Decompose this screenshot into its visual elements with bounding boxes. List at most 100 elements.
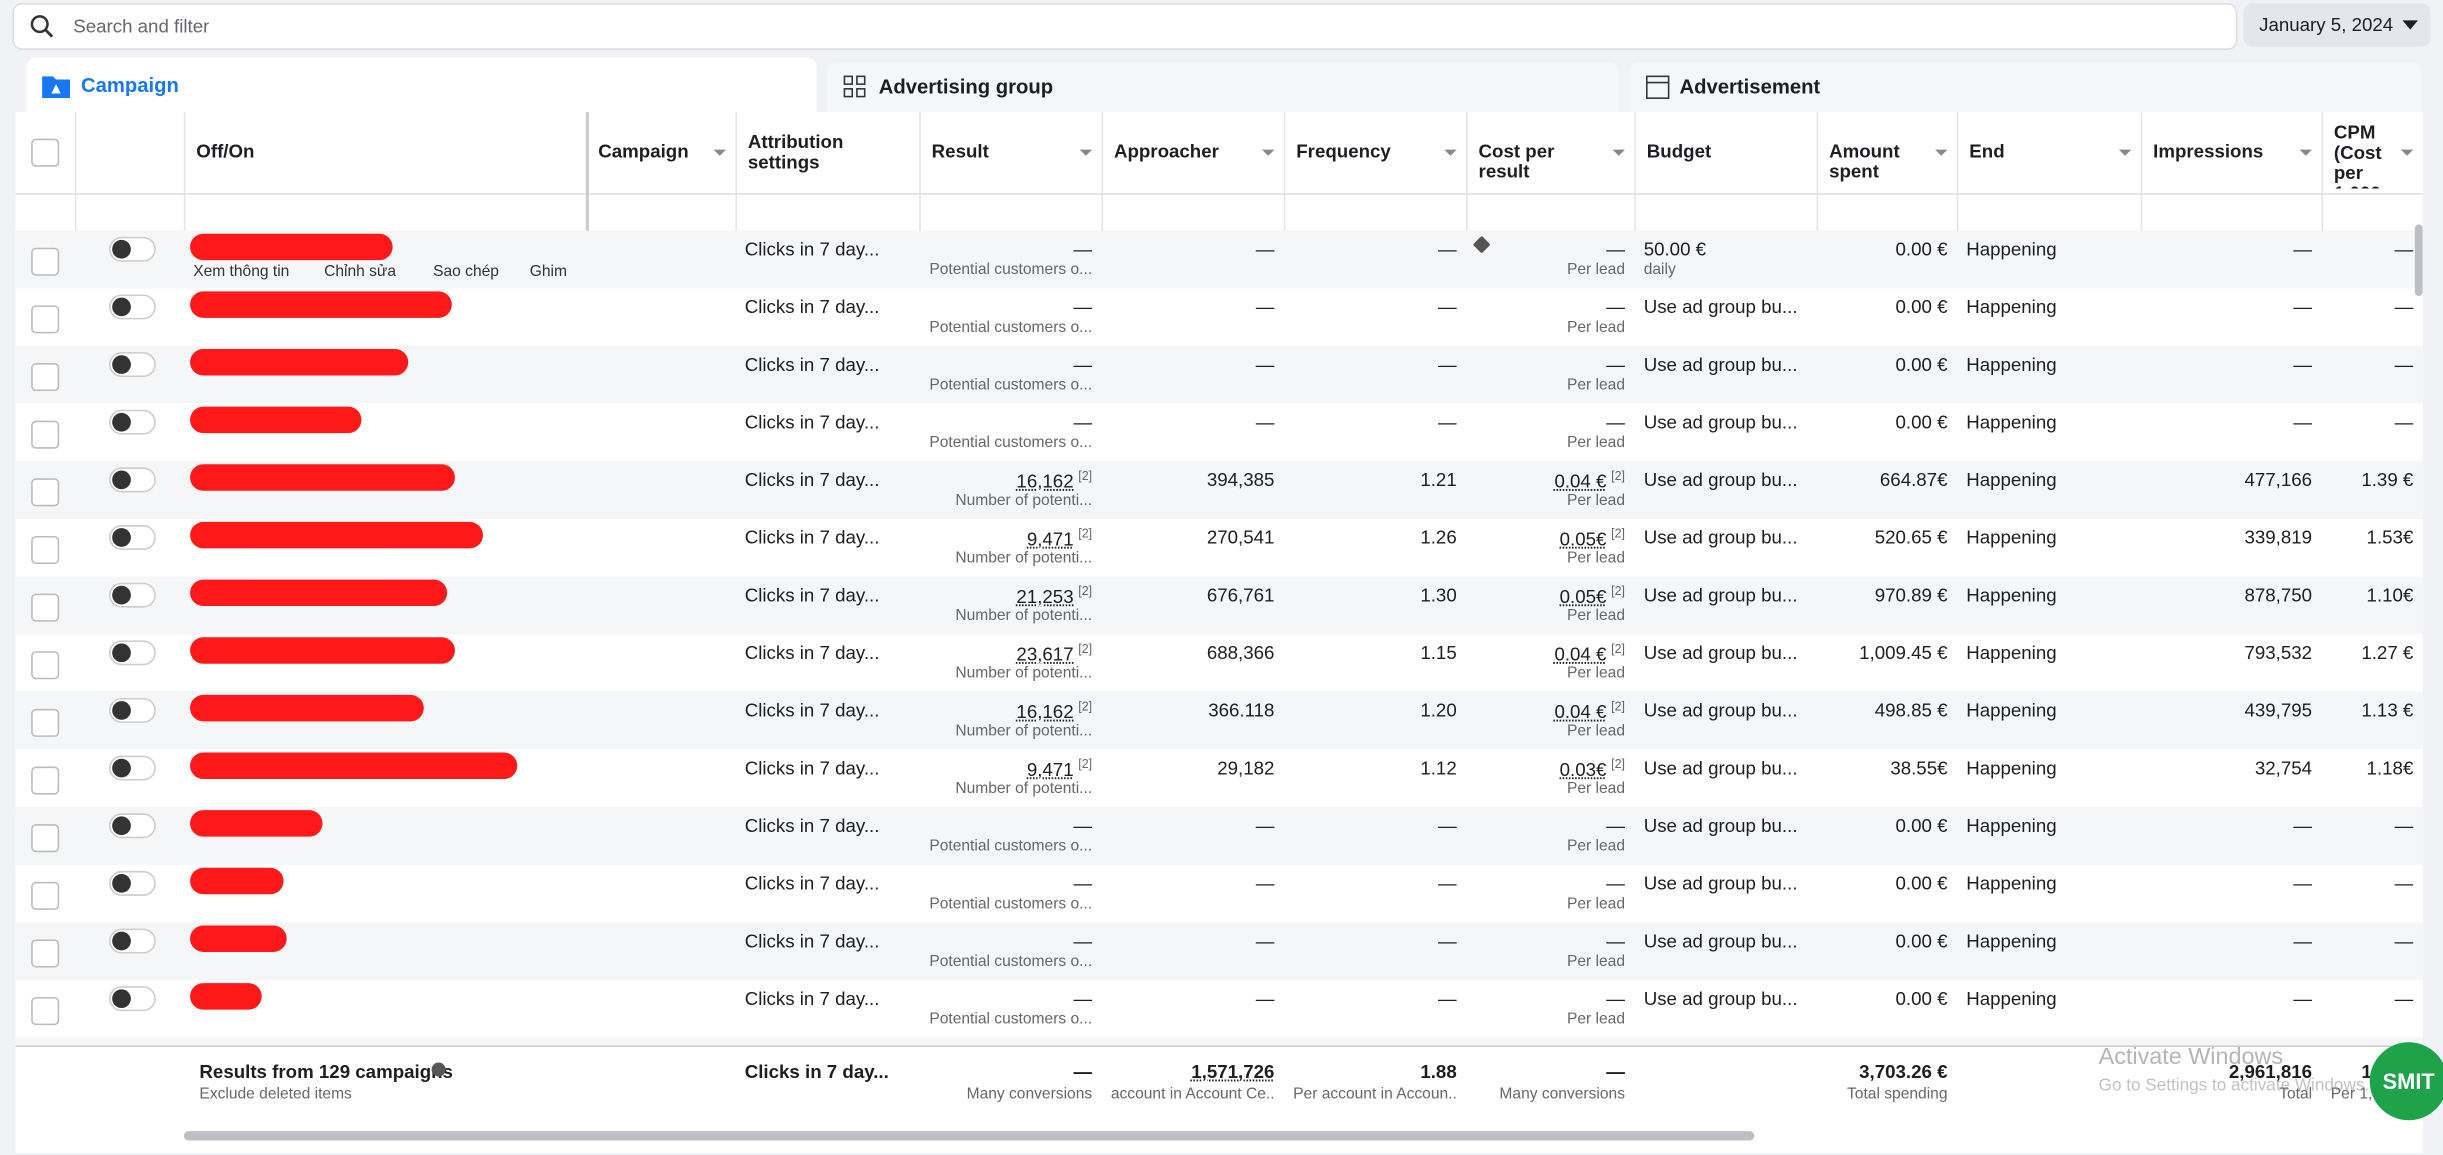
search-placeholder: Search and filter — [73, 15, 210, 38]
cell: 0.05€ [2] — [1475, 584, 1625, 607]
cell-note: [2] — [1611, 526, 1625, 541]
cell-subtext: Per lead — [1566, 953, 1625, 971]
toggle[interactable] — [109, 352, 156, 378]
cell-subtext: Per lead — [1566, 722, 1625, 741]
cell-value: 339,819 — [2244, 526, 2313, 549]
cell: 32,754 — [2150, 757, 2312, 779]
cell-value: Clicks in 7 day... — [744, 526, 880, 549]
cell-value: — — [2394, 814, 2414, 837]
search-box[interactable]: Search and filter — [12, 3, 2238, 50]
cell-value: 16,162 — [1016, 470, 1074, 493]
date-picker[interactable]: January 5, 2024 — [2243, 3, 2431, 47]
cell: 0.00 € — [1826, 988, 1948, 1010]
cell-value: 38.55€ — [1890, 757, 1948, 779]
cell: 1.15 — [1293, 642, 1456, 664]
cell-value: Clicks in 7 day... — [744, 757, 880, 779]
cell: — — [1475, 238, 1625, 260]
cell: Clicks in 7 day... — [745, 469, 910, 491]
cell: — — [1293, 988, 1457, 1010]
table-row: Clicks in 7 day... 16,162 [2] Number of pot… — [15, 461, 2423, 521]
cell-value: — — [1255, 238, 1275, 261]
cell: — — [2331, 411, 2414, 433]
toggle[interactable] — [109, 870, 156, 896]
sort-caret — [2118, 149, 2132, 156]
toggle[interactable] — [109, 755, 156, 781]
cell-value: 970.89 € — [1874, 584, 1948, 607]
cell-subtext: Potential customers o... — [929, 895, 1093, 913]
sort-caret — [713, 149, 727, 156]
toggle[interactable] — [109, 409, 156, 435]
cell: — — [1293, 815, 1457, 837]
cell-value: — — [1073, 987, 1093, 1010]
tab[interactable]: Campaign — [26, 57, 817, 117]
cell-value: — — [1606, 411, 1625, 434]
cell: 9,471 [2] — [929, 527, 1092, 550]
redaction — [190, 925, 287, 952]
cell: 0.03€ [2] — [1475, 757, 1625, 780]
cell-note: [2] — [1078, 468, 1093, 483]
cell: — — [1475, 296, 1625, 318]
ad-icon — [1646, 75, 1670, 99]
toggle[interactable] — [109, 582, 156, 608]
cell-value: — — [1606, 353, 1625, 376]
table-row: Clicks in 7 day... 16,162 [2] Number of pot… — [15, 691, 2423, 751]
cell: 439,795 — [2150, 700, 2312, 722]
cell-value: 9,471 — [1026, 528, 1074, 550]
cell: Clicks in 7 day... — [745, 354, 910, 376]
cell: Use ad group bu... — [1644, 469, 1808, 491]
toggle[interactable] — [109, 640, 156, 666]
sort-caret — [1079, 149, 1093, 156]
cell: — — [2331, 988, 2414, 1010]
badge[interactable]: SMIT — [2369, 1042, 2443, 1121]
cell-value: — — [1073, 411, 1093, 434]
toggle[interactable] — [109, 986, 156, 1012]
cell-note: [2] — [1611, 699, 1625, 714]
table-row: Clicks in 7 day... — Potential customers o… — [15, 403, 2423, 463]
cell: Happening — [1966, 988, 2131, 1010]
toggle[interactable] — [109, 813, 156, 839]
cell-value: 0.00 € — [1895, 814, 1948, 837]
toggle-knob — [112, 528, 131, 547]
cell-value: — — [1255, 411, 1275, 434]
toggle[interactable] — [109, 697, 156, 723]
cell: — — [929, 815, 1092, 837]
cell-value: — — [1073, 296, 1093, 318]
row-action[interactable]: Xem thông tin — [193, 263, 290, 281]
checkbox — [31, 651, 60, 680]
footer-subtext: Total — [2279, 1085, 2313, 1104]
cell: — — [1475, 930, 1625, 952]
cell-value: Happening — [1966, 814, 2057, 837]
cell: 1.30 — [1293, 584, 1456, 606]
row-action[interactable]: Chỉnh sửa — [324, 263, 396, 281]
toggle[interactable] — [109, 236, 156, 262]
cell-value: Clicks in 7 day... — [744, 353, 880, 376]
cell-value: 9,471 — [1026, 758, 1074, 781]
cell-value: Use ad group bu... — [1643, 699, 1798, 722]
cell: — — [2331, 238, 2414, 260]
cell-value: 23,617 — [1016, 643, 1074, 666]
cell-value: Use ad group bu... — [1643, 641, 1798, 664]
toggle[interactable] — [109, 525, 156, 550]
cell-subtext: Per lead — [1566, 607, 1625, 625]
toggle[interactable] — [109, 467, 156, 493]
cell: 1.53€ — [2331, 527, 2414, 549]
tab-label: Advertising group — [878, 74, 1054, 99]
cell-value: — — [2394, 987, 2414, 1010]
redaction — [190, 694, 424, 722]
row-action[interactable]: Ghim — [529, 263, 567, 281]
cell-value: — — [1255, 296, 1275, 318]
checkbox — [31, 305, 60, 334]
toggle[interactable] — [109, 294, 156, 320]
cell-value: — — [2394, 296, 2414, 318]
cell-value: 688,366 — [1206, 641, 1275, 664]
row-action[interactable]: Sao chép — [433, 263, 499, 281]
toggle[interactable] — [109, 928, 156, 954]
checkbox — [31, 593, 60, 622]
toggle-knob — [112, 355, 131, 374]
cell-value: — — [1073, 238, 1093, 261]
tab[interactable]: Advertisement — [1629, 62, 2422, 113]
tab[interactable]: Advertising group — [827, 62, 1619, 113]
cell-value: 0.00 € — [1895, 872, 1948, 895]
redaction — [190, 867, 284, 895]
header-row — [15, 112, 2423, 195]
